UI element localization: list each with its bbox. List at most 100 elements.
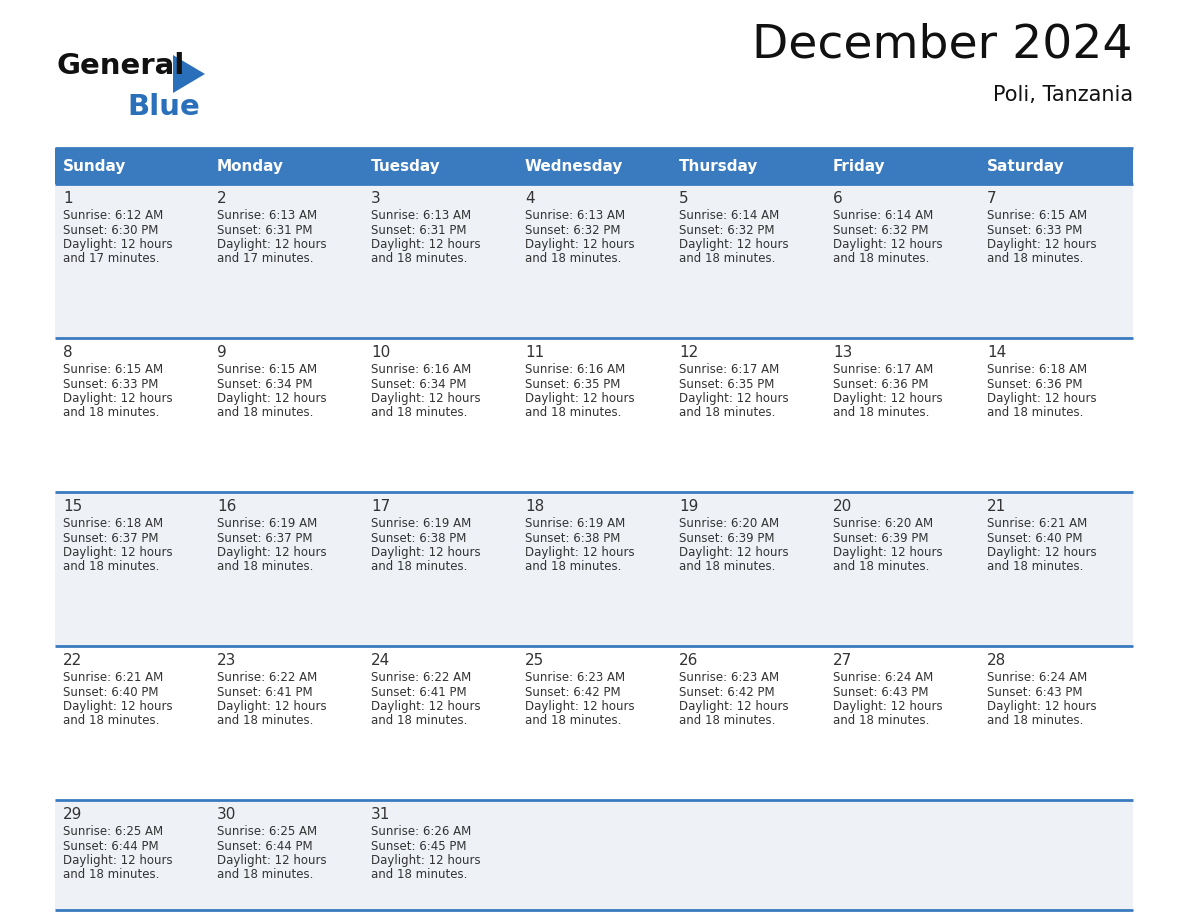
Bar: [824, 646, 979, 800]
Bar: [55, 184, 209, 338]
Text: Sunrise: 6:18 AM: Sunrise: 6:18 AM: [63, 517, 163, 530]
Text: Sunset: 6:35 PM: Sunset: 6:35 PM: [680, 377, 775, 390]
Bar: [55, 492, 209, 646]
Text: Sunday: Sunday: [63, 159, 126, 174]
Text: Sunrise: 6:20 AM: Sunrise: 6:20 AM: [680, 517, 779, 530]
Text: Sunrise: 6:25 AM: Sunrise: 6:25 AM: [63, 825, 163, 838]
Text: Sunrise: 6:19 AM: Sunrise: 6:19 AM: [217, 517, 317, 530]
Text: Sunrise: 6:16 AM: Sunrise: 6:16 AM: [525, 363, 625, 376]
Text: 16: 16: [217, 499, 236, 514]
Text: Sunrise: 6:14 AM: Sunrise: 6:14 AM: [833, 209, 934, 222]
Text: Sunset: 6:44 PM: Sunset: 6:44 PM: [63, 839, 159, 853]
Text: Blue: Blue: [127, 93, 200, 121]
Bar: [517, 492, 671, 646]
Text: and 18 minutes.: and 18 minutes.: [833, 561, 929, 574]
Text: Sunset: 6:32 PM: Sunset: 6:32 PM: [525, 223, 620, 237]
Text: and 18 minutes.: and 18 minutes.: [833, 407, 929, 420]
Text: 17: 17: [371, 499, 390, 514]
Text: and 18 minutes.: and 18 minutes.: [525, 407, 621, 420]
Text: Daylight: 12 hours: Daylight: 12 hours: [217, 546, 327, 559]
Text: Daylight: 12 hours: Daylight: 12 hours: [371, 854, 481, 867]
Text: 26: 26: [680, 653, 699, 668]
Text: Sunrise: 6:25 AM: Sunrise: 6:25 AM: [217, 825, 317, 838]
Bar: [364, 492, 517, 646]
Text: Sunset: 6:31 PM: Sunset: 6:31 PM: [217, 223, 312, 237]
Text: and 18 minutes.: and 18 minutes.: [63, 714, 159, 727]
Bar: [671, 646, 824, 800]
Text: Sunrise: 6:21 AM: Sunrise: 6:21 AM: [987, 517, 1087, 530]
Text: and 18 minutes.: and 18 minutes.: [525, 561, 621, 574]
Text: 8: 8: [63, 345, 72, 360]
Text: Daylight: 12 hours: Daylight: 12 hours: [833, 392, 942, 405]
Text: Sunrise: 6:22 AM: Sunrise: 6:22 AM: [371, 671, 472, 684]
Text: 14: 14: [987, 345, 1006, 360]
Text: Daylight: 12 hours: Daylight: 12 hours: [63, 700, 172, 713]
Text: Sunset: 6:39 PM: Sunset: 6:39 PM: [680, 532, 775, 544]
Text: Daylight: 12 hours: Daylight: 12 hours: [987, 392, 1097, 405]
Bar: [209, 148, 364, 184]
Text: Sunrise: 6:19 AM: Sunrise: 6:19 AM: [371, 517, 472, 530]
Text: and 18 minutes.: and 18 minutes.: [987, 714, 1083, 727]
Text: Sunrise: 6:13 AM: Sunrise: 6:13 AM: [217, 209, 317, 222]
Text: December 2024: December 2024: [752, 22, 1133, 67]
Text: Sunset: 6:32 PM: Sunset: 6:32 PM: [680, 223, 775, 237]
Text: Daylight: 12 hours: Daylight: 12 hours: [217, 700, 327, 713]
Bar: [671, 184, 824, 338]
Text: and 18 minutes.: and 18 minutes.: [680, 252, 776, 265]
Text: 30: 30: [217, 807, 236, 822]
Text: Sunrise: 6:17 AM: Sunrise: 6:17 AM: [833, 363, 934, 376]
Text: General: General: [57, 52, 185, 80]
Text: and 18 minutes.: and 18 minutes.: [525, 252, 621, 265]
Text: 31: 31: [371, 807, 391, 822]
Text: 20: 20: [833, 499, 852, 514]
Text: and 18 minutes.: and 18 minutes.: [680, 561, 776, 574]
Text: Sunset: 6:30 PM: Sunset: 6:30 PM: [63, 223, 158, 237]
Text: 4: 4: [525, 191, 535, 206]
Text: Daylight: 12 hours: Daylight: 12 hours: [63, 546, 172, 559]
Text: Sunset: 6:36 PM: Sunset: 6:36 PM: [987, 377, 1082, 390]
Bar: [55, 148, 209, 184]
Bar: [209, 492, 364, 646]
Bar: [209, 646, 364, 800]
Text: Daylight: 12 hours: Daylight: 12 hours: [833, 700, 942, 713]
Text: and 18 minutes.: and 18 minutes.: [987, 252, 1083, 265]
Text: and 18 minutes.: and 18 minutes.: [63, 407, 159, 420]
Text: Daylight: 12 hours: Daylight: 12 hours: [833, 546, 942, 559]
Text: Daylight: 12 hours: Daylight: 12 hours: [371, 392, 481, 405]
Text: and 18 minutes.: and 18 minutes.: [371, 561, 467, 574]
Text: Daylight: 12 hours: Daylight: 12 hours: [680, 700, 789, 713]
Text: Sunset: 6:42 PM: Sunset: 6:42 PM: [680, 686, 775, 699]
Text: 25: 25: [525, 653, 544, 668]
Bar: [979, 492, 1133, 646]
Text: 23: 23: [217, 653, 236, 668]
Bar: [824, 148, 979, 184]
Text: Daylight: 12 hours: Daylight: 12 hours: [63, 392, 172, 405]
Text: 18: 18: [525, 499, 544, 514]
Text: 24: 24: [371, 653, 390, 668]
Bar: [979, 338, 1133, 492]
Text: Sunrise: 6:13 AM: Sunrise: 6:13 AM: [371, 209, 472, 222]
Bar: [517, 148, 671, 184]
Text: and 18 minutes.: and 18 minutes.: [371, 252, 467, 265]
Text: Sunrise: 6:14 AM: Sunrise: 6:14 AM: [680, 209, 779, 222]
Text: 15: 15: [63, 499, 82, 514]
Text: Sunset: 6:43 PM: Sunset: 6:43 PM: [987, 686, 1082, 699]
Text: Daylight: 12 hours: Daylight: 12 hours: [833, 238, 942, 251]
Text: and 18 minutes.: and 18 minutes.: [525, 714, 621, 727]
Text: Daylight: 12 hours: Daylight: 12 hours: [525, 392, 634, 405]
Text: 28: 28: [987, 653, 1006, 668]
Text: Daylight: 12 hours: Daylight: 12 hours: [680, 392, 789, 405]
Text: Saturday: Saturday: [987, 159, 1064, 174]
Text: and 18 minutes.: and 18 minutes.: [217, 868, 314, 881]
Text: 22: 22: [63, 653, 82, 668]
Bar: [979, 800, 1133, 910]
Text: 3: 3: [371, 191, 380, 206]
Text: and 17 minutes.: and 17 minutes.: [63, 252, 159, 265]
Text: 21: 21: [987, 499, 1006, 514]
Text: and 18 minutes.: and 18 minutes.: [371, 868, 467, 881]
Text: and 18 minutes.: and 18 minutes.: [680, 407, 776, 420]
Text: Sunrise: 6:17 AM: Sunrise: 6:17 AM: [680, 363, 779, 376]
Text: Daylight: 12 hours: Daylight: 12 hours: [525, 238, 634, 251]
Bar: [55, 646, 209, 800]
Text: 2: 2: [217, 191, 227, 206]
